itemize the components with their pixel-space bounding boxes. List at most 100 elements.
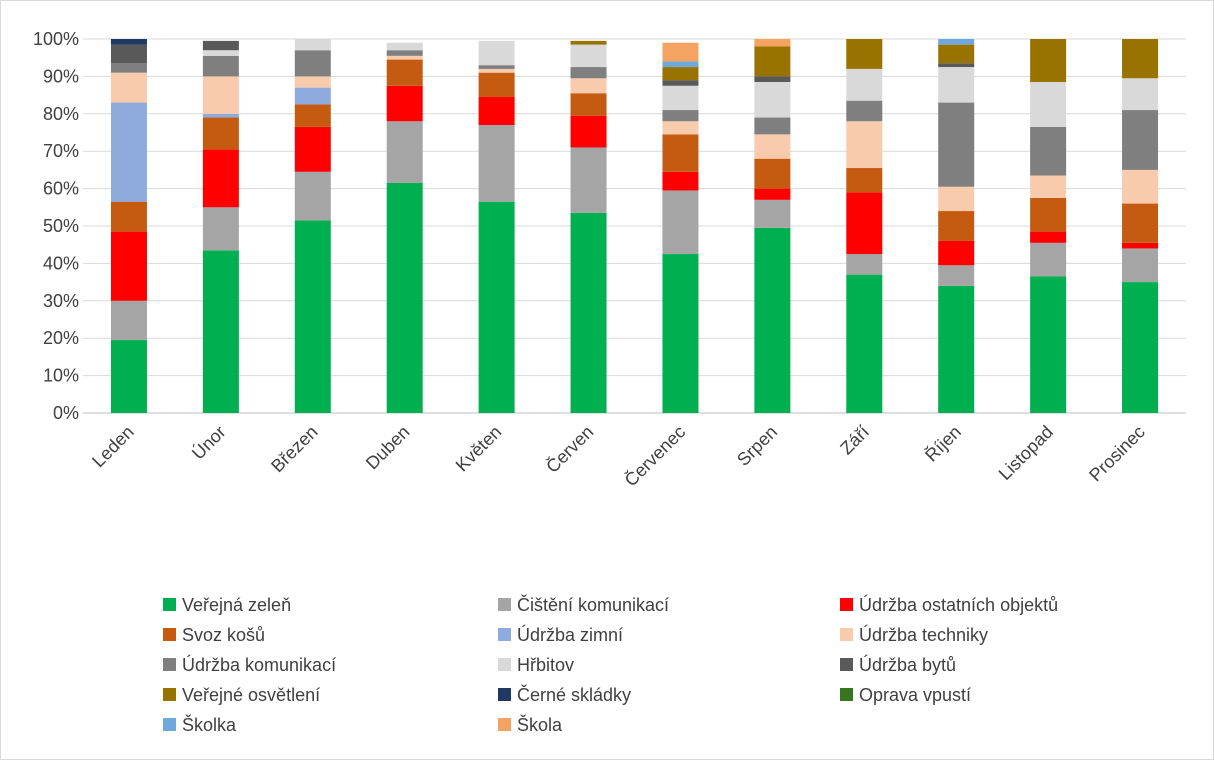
bar-segment (938, 67, 975, 103)
bar-segment (1030, 231, 1067, 243)
legend-swatch (163, 628, 176, 641)
bar-segment (202, 50, 239, 56)
bar-segment (110, 231, 147, 301)
bar-segment (846, 121, 883, 169)
bar-segment (1030, 126, 1067, 176)
bar-segment (570, 147, 607, 213)
bar-segment (110, 300, 147, 341)
bar-segment (294, 39, 331, 51)
bar-segment (478, 201, 515, 413)
bar-segment (202, 207, 239, 251)
x-category-label: Říjen (921, 422, 965, 466)
bar-segment (754, 134, 791, 159)
bar-segment (938, 39, 975, 45)
x-category-label: Březen (267, 422, 321, 476)
bar-segment (294, 171, 331, 221)
bar-segment (938, 186, 975, 212)
legend-item: Černé skládky (498, 684, 631, 705)
legend-label: Údržba techniky (859, 624, 988, 645)
legend-item: Svoz košů (163, 625, 265, 645)
bar-segment (938, 63, 975, 68)
bar-segment (662, 121, 699, 135)
y-tick-label: 70% (43, 141, 79, 161)
legend-label: Školka (182, 714, 237, 735)
bar-segment (846, 68, 883, 101)
legend-swatch (498, 628, 511, 641)
legend-item: Hřbitov (498, 655, 574, 675)
y-tick-label: 90% (43, 66, 79, 86)
legend-label: Oprava vpustí (859, 685, 971, 705)
x-category-label: Červenec (620, 421, 689, 490)
bar-segment (110, 44, 147, 64)
bar-segment (1030, 175, 1067, 198)
bar-segment (570, 78, 607, 94)
legend-swatch (163, 718, 176, 731)
x-category-label: Únor (187, 421, 229, 463)
bar-segment (202, 149, 239, 208)
legend-item: Čištění komunikací (498, 594, 669, 615)
legend-label: Škola (517, 714, 563, 735)
bar-segment (754, 188, 791, 200)
legend-label: Čištění komunikací (517, 594, 669, 615)
bar-segment (662, 254, 699, 413)
bar-segment (386, 182, 423, 413)
bar-segment (110, 72, 147, 103)
bar-segment (662, 67, 699, 81)
bar-segment (938, 285, 975, 413)
legend-item: Údržba bytů (840, 654, 956, 675)
bar-segment (202, 40, 239, 51)
bar-segment (478, 72, 515, 97)
legend-swatch (840, 598, 853, 611)
legend-item: Veřejné osvětlení (163, 685, 320, 705)
legend-swatch (840, 688, 853, 701)
bar-segment (846, 192, 883, 255)
bar-segment (662, 190, 699, 255)
bar-segment (570, 40, 607, 45)
bar-segment (754, 46, 791, 77)
legend-item: Veřejná zeleň (163, 595, 291, 615)
legend-swatch (840, 628, 853, 641)
y-tick-label: 30% (43, 291, 79, 311)
bar-segment (202, 113, 239, 118)
legend-swatch (498, 598, 511, 611)
legend-label: Veřejná zeleň (182, 595, 291, 615)
legend-item: Školka (163, 714, 237, 735)
legend-swatch (498, 658, 511, 671)
legend-label: Černé skládky (517, 684, 631, 705)
legend-label: Svoz košů (182, 625, 265, 645)
y-tick-label: 60% (43, 179, 79, 199)
bar-segment (846, 168, 883, 193)
bar-segment (1030, 276, 1067, 413)
bar-segment (110, 201, 147, 232)
x-category-label: Květen (452, 422, 506, 476)
y-axis: 0% 10% 20% 30% 40% 50% 60% 70% 80% 90% 100% (33, 29, 79, 423)
bar-segment (754, 82, 791, 118)
bar-segment (1122, 110, 1159, 170)
bar-segment (1030, 242, 1067, 277)
bar-segment (846, 254, 883, 275)
bar-segment (386, 55, 423, 60)
legend-label: Hřbitov (517, 655, 574, 675)
bar-segment (754, 117, 791, 135)
bar-segment (110, 39, 147, 45)
bar-segment (1122, 248, 1159, 283)
bar-segment (662, 42, 699, 62)
legend-label: Údržba zimní (517, 624, 623, 645)
bars (110, 39, 1159, 413)
bar-segment (202, 76, 239, 114)
legend: Veřejná zeleň Čištění komunikací Údržba os… (163, 594, 1058, 735)
bar-segment (1122, 39, 1159, 79)
bar-segment (110, 102, 147, 202)
bar-segment (570, 115, 607, 148)
bar-segment (386, 50, 423, 56)
bar-segment (386, 85, 423, 122)
bar-segment (938, 211, 975, 241)
legend-swatch (840, 658, 853, 671)
x-category-label: Listopad (995, 422, 1057, 484)
bar-segment (294, 87, 331, 105)
legend-item: Údržba zimní (498, 624, 623, 645)
bar-segment (754, 158, 791, 189)
bar-segment (294, 126, 331, 172)
legend-item: Škola (498, 714, 563, 735)
bar-segment (1030, 39, 1067, 83)
